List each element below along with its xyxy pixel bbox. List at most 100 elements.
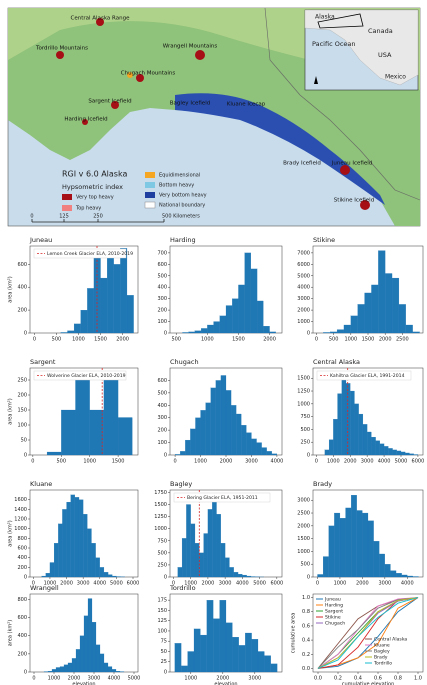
y-tick-label: 0 bbox=[307, 575, 310, 581]
y-tick-label: 250 bbox=[300, 440, 310, 446]
bar bbox=[194, 543, 200, 578]
y-tick-label: 125 bbox=[157, 618, 167, 624]
chart-title: Bagley bbox=[170, 480, 192, 488]
bar bbox=[194, 330, 202, 334]
bar bbox=[233, 572, 239, 578]
bar bbox=[350, 390, 355, 456]
inset-label: Canada bbox=[368, 27, 393, 35]
bar bbox=[266, 451, 272, 456]
legend-label: Bottom heavy bbox=[159, 183, 194, 189]
bar bbox=[264, 655, 271, 673]
bar bbox=[405, 324, 413, 334]
bar bbox=[385, 273, 393, 334]
legend-label: National boundary bbox=[159, 203, 205, 209]
y-tick-label: 4000 bbox=[297, 285, 310, 291]
y-tick-label: 600 bbox=[17, 615, 27, 621]
y-tick-label: 0 bbox=[307, 331, 310, 337]
bar bbox=[392, 449, 397, 456]
x-tick-label: 4000 bbox=[401, 581, 414, 587]
bar bbox=[391, 277, 400, 334]
x-tick-label: 1500 bbox=[232, 337, 245, 343]
bar bbox=[323, 332, 331, 334]
bar bbox=[362, 424, 368, 456]
map-boundary bbox=[264, 7, 421, 201]
bar bbox=[334, 512, 341, 578]
bar bbox=[328, 439, 334, 456]
legend-swatch bbox=[145, 192, 155, 198]
y-tick-label: 700 bbox=[157, 250, 167, 256]
y-tick-label: 200 bbox=[17, 393, 27, 399]
x-tick-label: 0 bbox=[31, 459, 34, 465]
bar bbox=[398, 304, 406, 334]
y-tick-label: 7000 bbox=[297, 250, 310, 256]
bar bbox=[41, 575, 46, 578]
bar bbox=[229, 567, 234, 578]
inset-label: Mexico bbox=[385, 74, 406, 81]
map-glacier-patches bbox=[56, 18, 370, 210]
y-axis-label: area (km²) bbox=[8, 620, 14, 646]
bar bbox=[174, 454, 181, 456]
legend-label: Bering Glacier ELA, 1951-2011 bbox=[187, 495, 258, 501]
bar bbox=[351, 495, 357, 578]
bar bbox=[238, 645, 246, 673]
bar bbox=[195, 417, 201, 456]
bar bbox=[58, 523, 63, 578]
bar bbox=[343, 324, 351, 334]
x-tick-label: 0 bbox=[316, 581, 319, 587]
bar bbox=[73, 323, 81, 334]
bar bbox=[257, 651, 265, 673]
bar bbox=[362, 512, 369, 578]
bar bbox=[126, 295, 134, 334]
bar bbox=[232, 637, 239, 673]
bar bbox=[375, 440, 380, 456]
y-tick-label: 0 bbox=[24, 453, 27, 459]
x-tick-label: 0.4 bbox=[354, 676, 362, 682]
x-axis-label: elevation bbox=[214, 682, 237, 685]
bar bbox=[236, 413, 242, 456]
x-tick-label: 2000 bbox=[202, 581, 215, 587]
y-tick-label: 2500 bbox=[297, 511, 310, 517]
x-tick-label: 2500 bbox=[396, 337, 409, 343]
bar bbox=[269, 331, 276, 334]
y-tick-label: 400 bbox=[157, 403, 167, 409]
y-tick-label: 1500 bbox=[297, 376, 310, 382]
x-tick-label: 2000 bbox=[379, 337, 392, 343]
bar bbox=[51, 669, 57, 673]
region-label: Sargent Icefield bbox=[88, 99, 131, 105]
x-tick-label: 3000 bbox=[219, 581, 232, 587]
legend-label: Kahiltna Glacier ELA, 1991-2014 bbox=[330, 373, 405, 379]
bar bbox=[87, 288, 95, 334]
bar bbox=[210, 387, 216, 456]
x-tick-label: 0.6 bbox=[374, 676, 382, 682]
x-tick-label: 500 bbox=[329, 337, 339, 343]
x-tick-label: 1000 bbox=[48, 676, 61, 682]
bar bbox=[383, 446, 389, 456]
bar bbox=[225, 557, 230, 578]
y-tick-label: 1.0 bbox=[302, 595, 310, 601]
bar bbox=[396, 450, 402, 456]
bar bbox=[219, 315, 227, 334]
bar bbox=[75, 375, 90, 456]
bar bbox=[271, 453, 278, 456]
bar bbox=[60, 332, 68, 334]
y-tick-label: 1500 bbox=[154, 502, 167, 508]
x-tick-label: 1000 bbox=[334, 581, 347, 587]
legend-swatch bbox=[144, 201, 156, 209]
y-tick-label: 0 bbox=[24, 575, 27, 581]
bar bbox=[333, 419, 338, 456]
legend-box bbox=[173, 492, 271, 503]
bar bbox=[225, 622, 233, 673]
x-tick-label: 5000 bbox=[253, 581, 266, 587]
x-tick-label: 2000 bbox=[344, 459, 357, 465]
bar bbox=[213, 618, 220, 673]
y-tick-label: 0 bbox=[164, 575, 167, 581]
legend-box bbox=[33, 370, 127, 381]
y-tick-label: 1000 bbox=[14, 526, 27, 532]
bar bbox=[213, 321, 220, 334]
y-tick-label: 2000 bbox=[297, 523, 310, 529]
bar bbox=[246, 575, 252, 578]
map-glaciers bbox=[175, 93, 385, 205]
bar bbox=[317, 574, 324, 578]
y-tick-label: 50 bbox=[21, 438, 27, 444]
